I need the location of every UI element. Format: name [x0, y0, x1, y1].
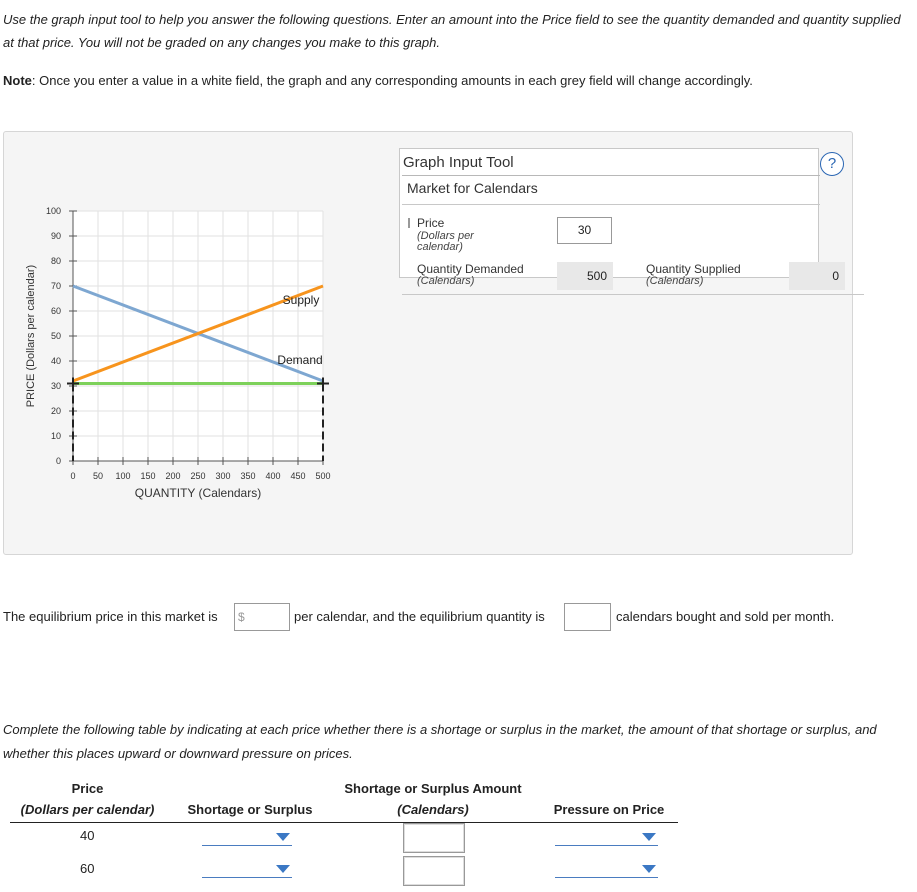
price-unit-line2: calendar) — [417, 241, 463, 253]
chevron-down-icon — [642, 833, 656, 841]
tool-title: Graph Input Tool — [403, 154, 514, 171]
header-shortage-surplus: Shortage or Surplus — [187, 802, 313, 817]
help-icon[interactable]: ? — [820, 152, 844, 176]
chevron-down-icon — [276, 833, 290, 841]
shortage-surplus-dropdown[interactable] — [202, 858, 292, 878]
header-pressure: Pressure on Price — [553, 802, 665, 817]
equilibrium-text-1: The equilibrium price in this market is — [3, 609, 218, 624]
note-label: Note — [3, 73, 32, 88]
y-tick-label: 30 — [51, 381, 61, 391]
y-axis-title: PRICE (Dollars per calendar) — [25, 265, 37, 407]
price-unit-line1: (Dollars per — [417, 230, 474, 242]
tool-subtitle: Market for Calendars — [407, 180, 538, 196]
pressure-dropdown[interactable] — [555, 858, 658, 878]
equilibrium-text-2: per calendar, and the equilibrium quanti… — [294, 609, 545, 624]
chevron-down-icon — [276, 865, 290, 873]
x-tick-label: 200 — [165, 471, 180, 481]
quantity-supplied-unit: (Calendars) — [646, 275, 704, 287]
supply-label: Supply — [283, 293, 320, 307]
quantity-demanded-unit: (Calendars) — [417, 275, 475, 287]
y-tick-label: 20 — [51, 406, 61, 416]
y-tick-label: 0 — [56, 456, 61, 466]
equilibrium-text-3: calendars bought and sold per month. — [616, 609, 835, 624]
y-tick-label: 90 — [51, 231, 61, 241]
y-tick-label: 80 — [51, 256, 61, 266]
x-axis-title: QUANTITY (Calendars) — [135, 486, 261, 500]
pressure-dropdown[interactable] — [555, 826, 658, 846]
equilibrium-quantity-input[interactable] — [564, 603, 611, 631]
y-tick-label: 40 — [51, 356, 61, 366]
header-price: Price — [71, 781, 104, 796]
x-tick-label: 500 — [315, 471, 330, 481]
intro-text: Use the graph input tool to help you ans… — [3, 12, 901, 50]
amount-input[interactable] — [403, 856, 465, 886]
x-tick-label: 350 — [240, 471, 255, 481]
header-divider — [10, 822, 678, 823]
tool-title-divider — [402, 175, 820, 176]
price-input[interactable]: 30 — [557, 217, 612, 244]
x-tick-label: 250 — [190, 471, 205, 481]
x-tick-label: 50 — [93, 471, 103, 481]
quantity-demanded-value: 500 — [557, 262, 613, 290]
x-tick-label: 400 — [265, 471, 280, 481]
equilibrium-price-input[interactable]: $ — [234, 603, 290, 631]
tool-divider — [402, 204, 820, 205]
graph-input-tool — [399, 148, 819, 278]
supply-curve — [72, 284, 324, 383]
y-tick-label: 10 — [51, 431, 61, 441]
x-tick-label: 100 — [115, 471, 130, 481]
header-price-unit: (Dollars per calendar) — [20, 802, 155, 817]
x-tick-label: 0 — [70, 471, 75, 481]
table-instructions: Complete the following table by indicati… — [3, 722, 877, 761]
header-amount-unit: (Calendars) — [397, 802, 469, 817]
row-price: 60 — [80, 861, 95, 876]
market-graph[interactable]: 0 10 20 30 40 50 60 70 80 90 100 0 50 100 150 200 250 300… — [0, 131, 400, 551]
quantity-demanded-label: Quantity Demanded — [417, 262, 524, 276]
note-text: Note: Once you enter a value in a white … — [3, 73, 753, 88]
y-tick-label: 70 — [51, 281, 61, 291]
x-tick-label: 300 — [215, 471, 230, 481]
note-body: : Once you enter a value in a white fiel… — [31, 73, 753, 88]
dollar-sign: $ — [238, 610, 245, 624]
amount-input[interactable] — [403, 823, 465, 853]
y-tick-label: 100 — [46, 206, 61, 216]
header-amount: Shortage or Surplus Amount — [344, 781, 522, 796]
quantity-supplied-value: 0 — [789, 262, 845, 290]
chevron-down-icon — [642, 865, 656, 873]
y-tick-label: 60 — [51, 306, 61, 316]
shortage-surplus-dropdown[interactable] — [202, 826, 292, 846]
x-tick-label: 150 — [140, 471, 155, 481]
x-tick-label: 450 — [290, 471, 305, 481]
demand-label: Demand — [277, 353, 322, 367]
price-label: Price — [417, 216, 445, 230]
quantity-supplied-label: Quantity Supplied — [646, 262, 741, 276]
row-price: 40 — [80, 828, 95, 843]
y-tick-label: 50 — [51, 331, 61, 341]
tool-bottom-divider — [402, 294, 864, 295]
price-marker-icon — [408, 218, 410, 228]
